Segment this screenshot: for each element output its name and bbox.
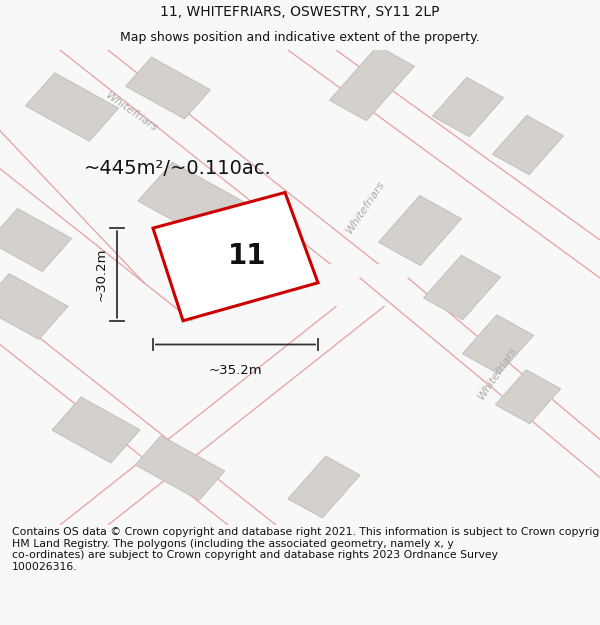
- Polygon shape: [0, 209, 71, 271]
- Polygon shape: [288, 456, 360, 518]
- Text: Whitefriars: Whitefriars: [104, 90, 160, 133]
- Text: ~445m²/~0.110ac.: ~445m²/~0.110ac.: [84, 159, 272, 178]
- Polygon shape: [463, 315, 533, 374]
- Polygon shape: [329, 46, 415, 121]
- Polygon shape: [0, 274, 68, 339]
- Text: Map shows position and indicative extent of the property.: Map shows position and indicative extent…: [120, 31, 480, 44]
- Polygon shape: [424, 255, 500, 320]
- Polygon shape: [153, 192, 318, 321]
- Polygon shape: [135, 436, 225, 500]
- Text: ~30.2m: ~30.2m: [95, 248, 108, 301]
- Polygon shape: [138, 162, 246, 242]
- Text: Contains OS data © Crown copyright and database right 2021. This information is : Contains OS data © Crown copyright and d…: [12, 527, 600, 572]
- Polygon shape: [496, 370, 560, 424]
- Text: 11: 11: [227, 242, 266, 270]
- Polygon shape: [52, 397, 140, 463]
- Polygon shape: [433, 78, 503, 137]
- Polygon shape: [379, 196, 461, 266]
- Text: Whitefriars: Whitefriars: [345, 179, 387, 235]
- Text: 11, WHITEFRIARS, OSWESTRY, SY11 2LP: 11, WHITEFRIARS, OSWESTRY, SY11 2LP: [160, 6, 440, 19]
- Polygon shape: [25, 72, 119, 141]
- Polygon shape: [125, 57, 211, 119]
- Polygon shape: [493, 116, 563, 174]
- Text: ~35.2m: ~35.2m: [209, 364, 262, 376]
- Text: Whitefriars: Whitefriars: [477, 345, 519, 401]
